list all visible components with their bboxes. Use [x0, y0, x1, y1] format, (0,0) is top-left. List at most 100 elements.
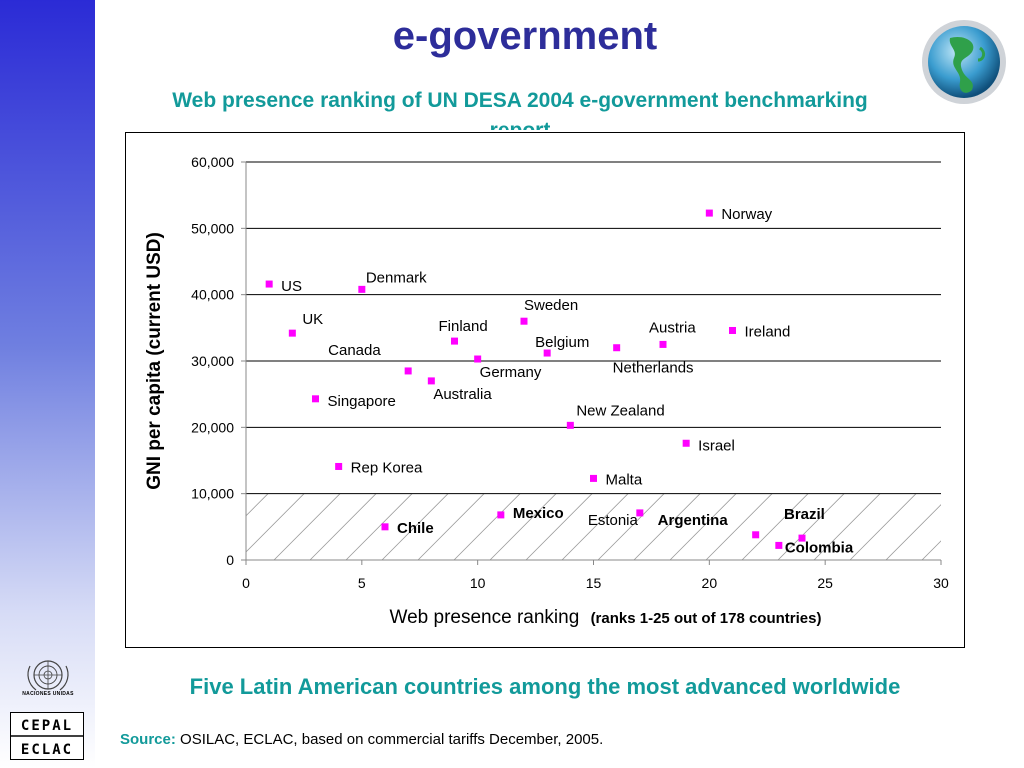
data-point	[566, 421, 574, 429]
data-point	[705, 209, 713, 217]
un-emblem-icon	[27, 660, 69, 691]
x-axis-title: Web presence ranking	[390, 607, 580, 628]
data-point	[543, 349, 551, 357]
hatch-line	[633, 493, 701, 560]
hatch-line	[489, 493, 557, 560]
data-label: Brazil	[784, 506, 825, 523]
x-tick-label: 25	[817, 575, 833, 591]
hatch-line	[345, 493, 413, 560]
x-tick-label: 20	[702, 575, 718, 591]
chart-title: Web presence ranking of UN DESA 2004 e-g…	[172, 89, 868, 130]
hatch-line	[246, 493, 305, 553]
data-point	[288, 329, 296, 337]
data-point	[427, 377, 435, 385]
data-label: US	[281, 278, 302, 295]
data-label: Germany	[480, 364, 542, 381]
eclac-text: ECLAC	[21, 742, 73, 758]
data-point	[775, 541, 783, 549]
x-tick-label: 30	[933, 575, 949, 591]
data-point	[682, 439, 690, 447]
data-point	[520, 317, 528, 325]
data-label: Mexico	[513, 505, 564, 522]
y-axis-label: GNI per capita (current USD)	[144, 232, 165, 490]
hatch-line	[597, 493, 665, 560]
data-point	[659, 340, 667, 348]
hatch-line	[381, 493, 449, 560]
data-label: Estonia	[588, 512, 639, 529]
data-point	[752, 531, 760, 539]
globe-logo-icon	[922, 20, 1006, 104]
data-label: Austria	[649, 319, 696, 336]
slide-title: e-government	[392, 14, 658, 58]
y-tick-label: 50,000	[191, 220, 234, 236]
data-label: Israel	[698, 437, 735, 454]
data-label: Canada	[328, 342, 381, 359]
hatch-line	[849, 493, 917, 560]
y-tick-label: 0	[226, 552, 234, 568]
data-label: Finland	[439, 318, 488, 335]
chart-frame: 0 10,000 20,000 30,000 40,000 50,000 60,000 0 5…	[125, 132, 965, 648]
hatch-line	[813, 493, 881, 560]
data-label: Denmark	[366, 269, 427, 286]
data-label: Malta	[606, 471, 643, 488]
y-tick-label: 10,000	[191, 486, 234, 502]
y-tick-label: 30,000	[191, 353, 234, 369]
hatch-line	[885, 504, 941, 560]
data-point	[613, 344, 621, 352]
cepal-eclac-logo: CEPAL ECLAC	[10, 712, 84, 760]
data-label: Netherlands	[613, 360, 694, 377]
data-point	[497, 511, 505, 519]
source-text: OSILAC, ECLAC, based on commercial tarif…	[180, 731, 604, 748]
hatch-line	[166, 494, 232, 560]
hatch-line	[669, 493, 737, 560]
data-label: Chile	[397, 520, 434, 537]
hatched-region	[166, 493, 966, 560]
data-label: Sweden	[524, 297, 578, 314]
source-note: Source: OSILAC, ECLAC, based on commerci…	[120, 731, 603, 748]
hatch-line	[777, 493, 845, 560]
hatch-line	[417, 493, 485, 560]
data-point	[798, 534, 806, 542]
data-label: UK	[302, 311, 323, 328]
x-tick-label: 10	[470, 575, 486, 591]
y-tick-label: 40,000	[191, 287, 234, 303]
data-point	[265, 280, 273, 288]
data-label: New Zealand	[576, 402, 664, 419]
hatch-line	[453, 493, 521, 560]
hatch-line	[705, 493, 773, 560]
data-label: Argentina	[658, 512, 729, 529]
x-tick-label: 5	[358, 575, 366, 591]
data-point	[636, 509, 644, 517]
hatch-line	[273, 493, 341, 560]
data-point	[335, 462, 343, 470]
data-label: Singapore	[328, 393, 396, 410]
data-point	[358, 285, 366, 293]
hatch-line	[309, 493, 377, 560]
data-point	[590, 474, 597, 482]
data-label: Belgium	[535, 334, 589, 351]
cepal-text: CEPAL	[21, 718, 73, 734]
data-point	[474, 355, 482, 363]
data-label: Ireland	[745, 323, 791, 340]
data-label: Colombia	[785, 539, 854, 556]
x-axis-label: Web presence ranking (ranks 1-25 out of …	[390, 607, 822, 628]
data-label: Australia	[433, 386, 492, 403]
hatch-line	[958, 494, 966, 560]
hatch-line	[246, 493, 269, 517]
hatch-line	[561, 493, 629, 560]
hatch-line	[525, 493, 593, 560]
data-point	[381, 523, 389, 531]
x-tick-label: 0	[242, 575, 250, 591]
y-tick-label: 60,000	[191, 154, 234, 170]
x-tick-label: 15	[586, 575, 602, 591]
source-label: Source:	[120, 731, 176, 748]
hatch-line	[741, 493, 809, 560]
hatch-line	[921, 540, 941, 560]
y-tick-label: 20,000	[191, 419, 234, 435]
data-label: Norway	[721, 206, 772, 223]
data-point	[404, 367, 412, 375]
data-point	[729, 326, 736, 334]
sidebar-gradient	[0, 0, 95, 768]
un-caption: NACIONES UNIDAS	[22, 691, 74, 697]
data-point	[312, 395, 319, 403]
